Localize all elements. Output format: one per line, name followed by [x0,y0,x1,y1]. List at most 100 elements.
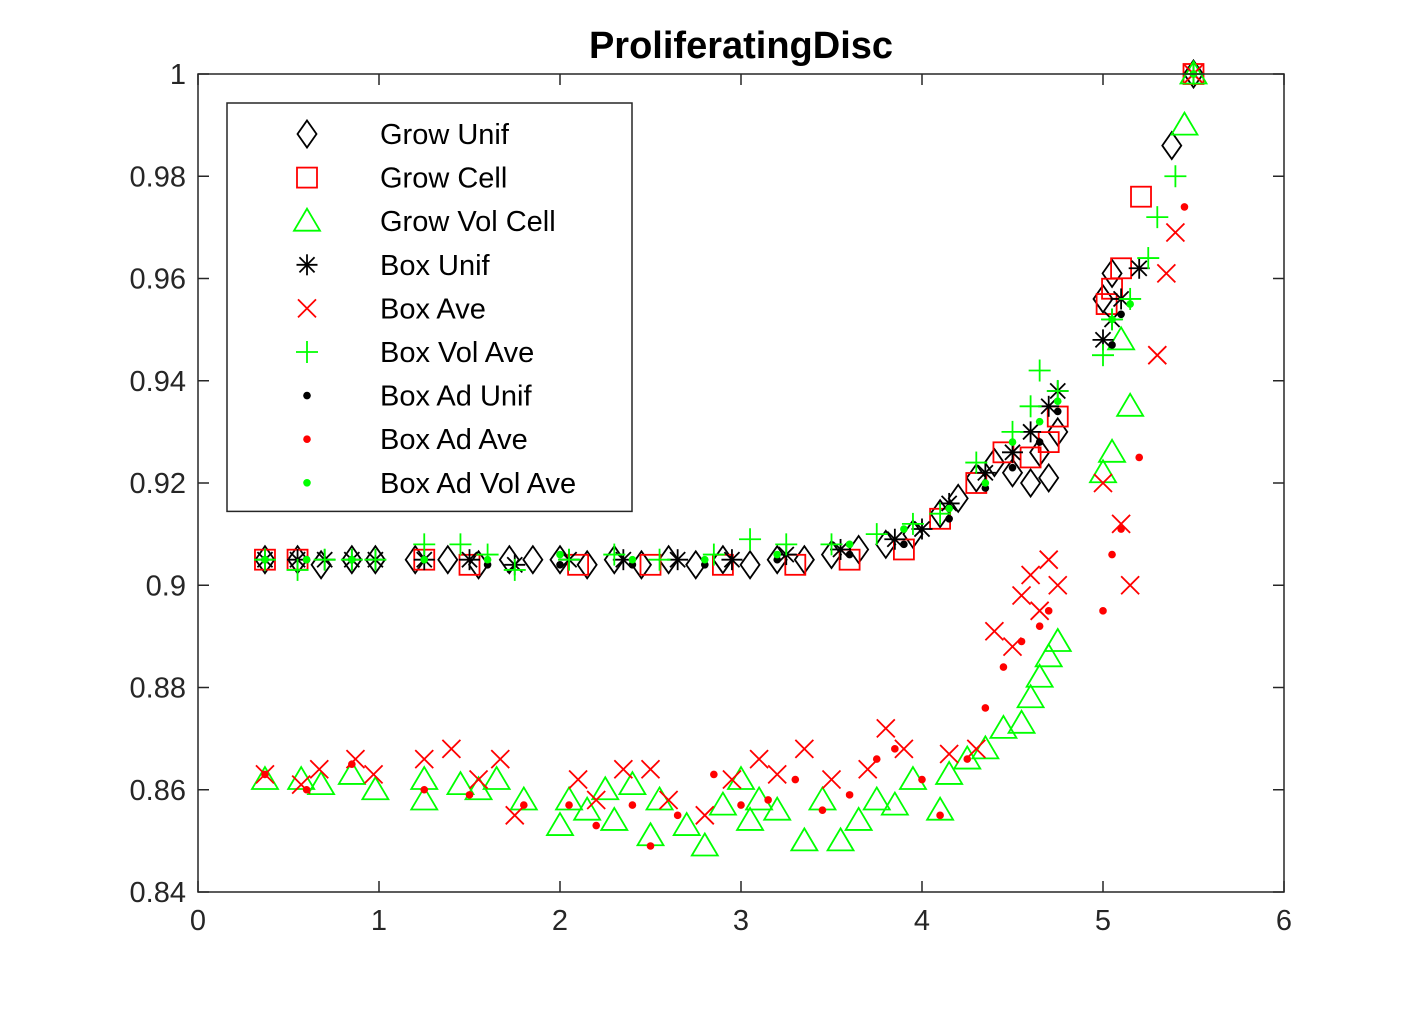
data-point [522,544,544,575]
marker-shape [1130,185,1152,208]
data-point [306,770,336,796]
data-point [858,759,878,779]
y-tick-label: 0.98 [130,161,186,193]
data-point [911,518,933,540]
data-point [302,555,311,564]
data-point [1108,550,1116,559]
marker-shape [337,760,367,785]
data-point [988,714,1019,739]
marker-shape [1053,397,1062,406]
marker-shape [303,479,311,487]
marker-shape [302,785,311,794]
marker-shape [657,544,680,575]
marker-stroke [669,551,686,568]
data-point [1180,203,1189,211]
marker-stroke [1131,260,1148,277]
data-point [1019,467,1042,499]
legend-marker [303,435,311,444]
data-point [1088,458,1118,484]
data-point [549,544,571,575]
marker-stroke [363,764,384,785]
marker-shape [1043,627,1073,652]
data-point [558,548,581,571]
marker-shape [1106,325,1136,351]
chart-title: ProliferatingDisc [589,25,893,67]
marker-stroke [876,718,896,739]
marker-shape [556,561,564,569]
marker-shape [1017,637,1026,646]
marker-stroke [767,764,787,785]
marker-shape [420,785,429,794]
marker-shape [445,770,476,796]
marker-shape [590,775,620,801]
data-point [1028,359,1051,382]
data-point [739,528,762,551]
marker-shape [1034,642,1064,668]
data-point [1164,165,1187,188]
data-point [1053,407,1062,416]
data-point [739,549,761,580]
marker-shape [554,785,584,811]
marker-shape [617,770,647,796]
marker-shape [900,525,908,533]
data-point [437,544,459,575]
marker-shape [483,555,492,564]
data-point [449,533,472,556]
data-point [749,749,769,769]
data-point [1048,575,1068,595]
data-point [482,765,512,790]
marker-shape [360,775,390,801]
marker-shape [880,790,910,816]
marker-shape [963,755,972,763]
marker-shape [672,811,702,836]
data-point [767,764,787,785]
data-point [1106,325,1136,351]
marker-shape [789,826,819,852]
marker-shape [981,479,990,487]
data-point [1002,441,1023,463]
marker-shape [1182,58,1205,90]
data-point [1128,257,1150,279]
data-point [981,479,990,487]
marker-shape [482,765,512,790]
marker-shape [1169,110,1200,136]
marker-shape [261,770,269,779]
marker-shape [1035,622,1044,630]
data-point [1147,345,1167,365]
x-tick-label: 6 [1276,905,1292,937]
data-point [845,540,854,549]
data-point [966,739,986,759]
data-point [1016,683,1046,709]
marker-shape [1115,392,1145,417]
marker-stroke [695,805,715,825]
data-point [420,555,429,564]
legend-item-grow-vol-cell: Grow Vol Cell [292,206,556,238]
data-point [918,775,926,784]
legend: Grow Unif Grow Cell Grow Vol Cell Box Unif B… [226,102,633,513]
marker-shape [556,550,564,559]
marker-shape [296,118,318,150]
data-point [970,734,1000,760]
data-point [807,785,838,811]
data-point [261,770,269,779]
marker-shape [844,806,874,831]
data-point [821,769,842,790]
marker-shape [825,826,856,852]
data-point [1126,300,1134,308]
marker-shape [567,553,589,576]
marker-shape [807,785,838,811]
marker-shape [925,795,955,821]
data-point [735,806,765,831]
marker-shape [404,544,426,575]
marker-shape [628,801,637,809]
data-point [925,795,955,821]
marker-stroke [1156,263,1176,284]
data-point [999,663,1008,671]
marker-shape [1108,550,1116,559]
data-point [599,806,629,831]
data-point [818,806,827,814]
marker-stroke [490,749,510,769]
data-point [1025,663,1055,688]
marker-shape [1025,663,1055,688]
marker-shape [292,206,322,232]
